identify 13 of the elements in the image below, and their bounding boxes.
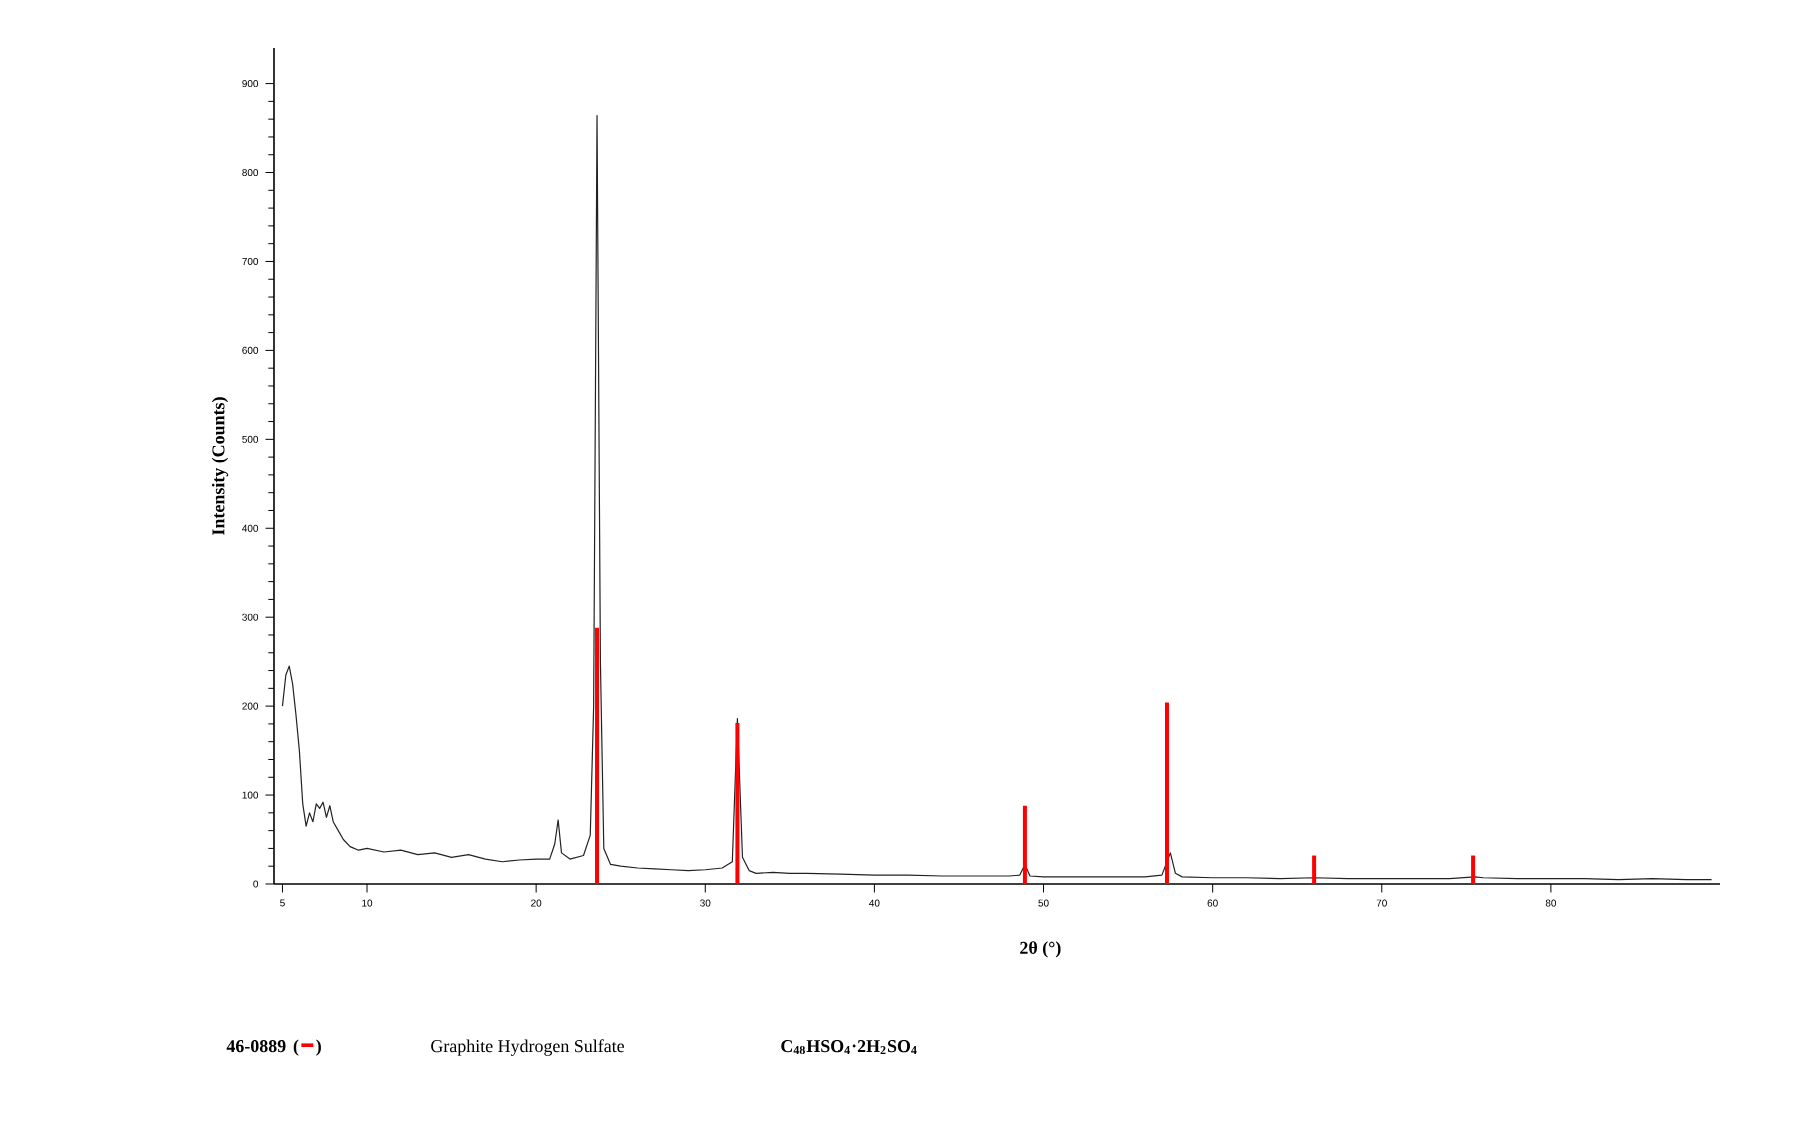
text: C$_{48}$HSO$_{4}$·2H$_{2}$SO$_{4}$ xyxy=(781,1040,917,1055)
bar xyxy=(735,723,740,884)
bar xyxy=(595,627,600,884)
text: ) xyxy=(316,1039,321,1056)
bar xyxy=(1164,702,1169,884)
x-axis-title: 2θ (°) xyxy=(1020,941,1061,958)
text: ( xyxy=(293,1039,299,1056)
bar xyxy=(1471,855,1476,884)
y-axis-title: Intensity (Counts) xyxy=(211,397,229,535)
bar xyxy=(1312,855,1317,884)
bar xyxy=(1022,805,1027,884)
legend-label: 46-0889 xyxy=(226,1040,286,1053)
text: Graphite Hydrogen Sulfate xyxy=(431,1039,625,1056)
